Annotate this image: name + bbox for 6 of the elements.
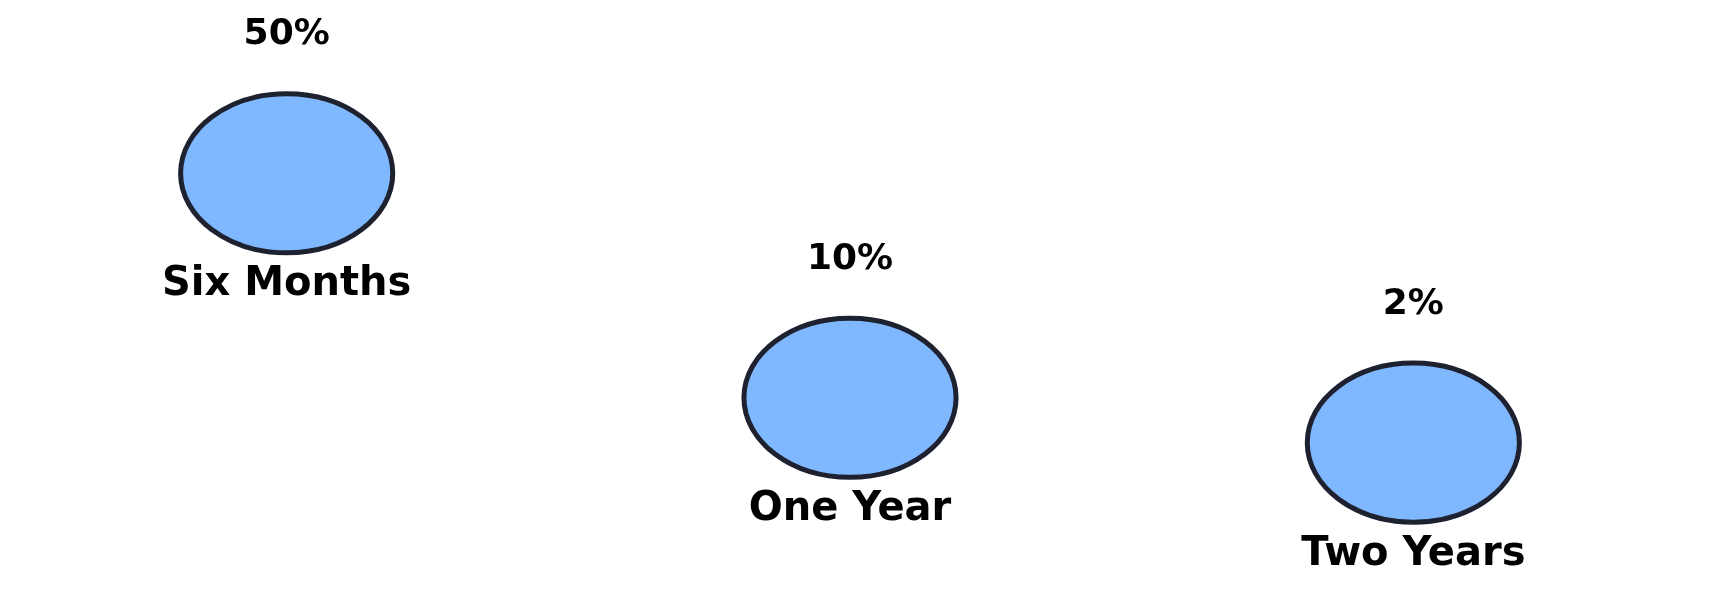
data-label: 50%	[243, 11, 330, 53]
category-label: Two Years	[1301, 527, 1526, 574]
data-label: 10%	[806, 235, 894, 277]
category-label: Six Months	[161, 258, 412, 305]
data-label: 2%	[1382, 280, 1444, 322]
category-label: One Year	[748, 482, 952, 529]
